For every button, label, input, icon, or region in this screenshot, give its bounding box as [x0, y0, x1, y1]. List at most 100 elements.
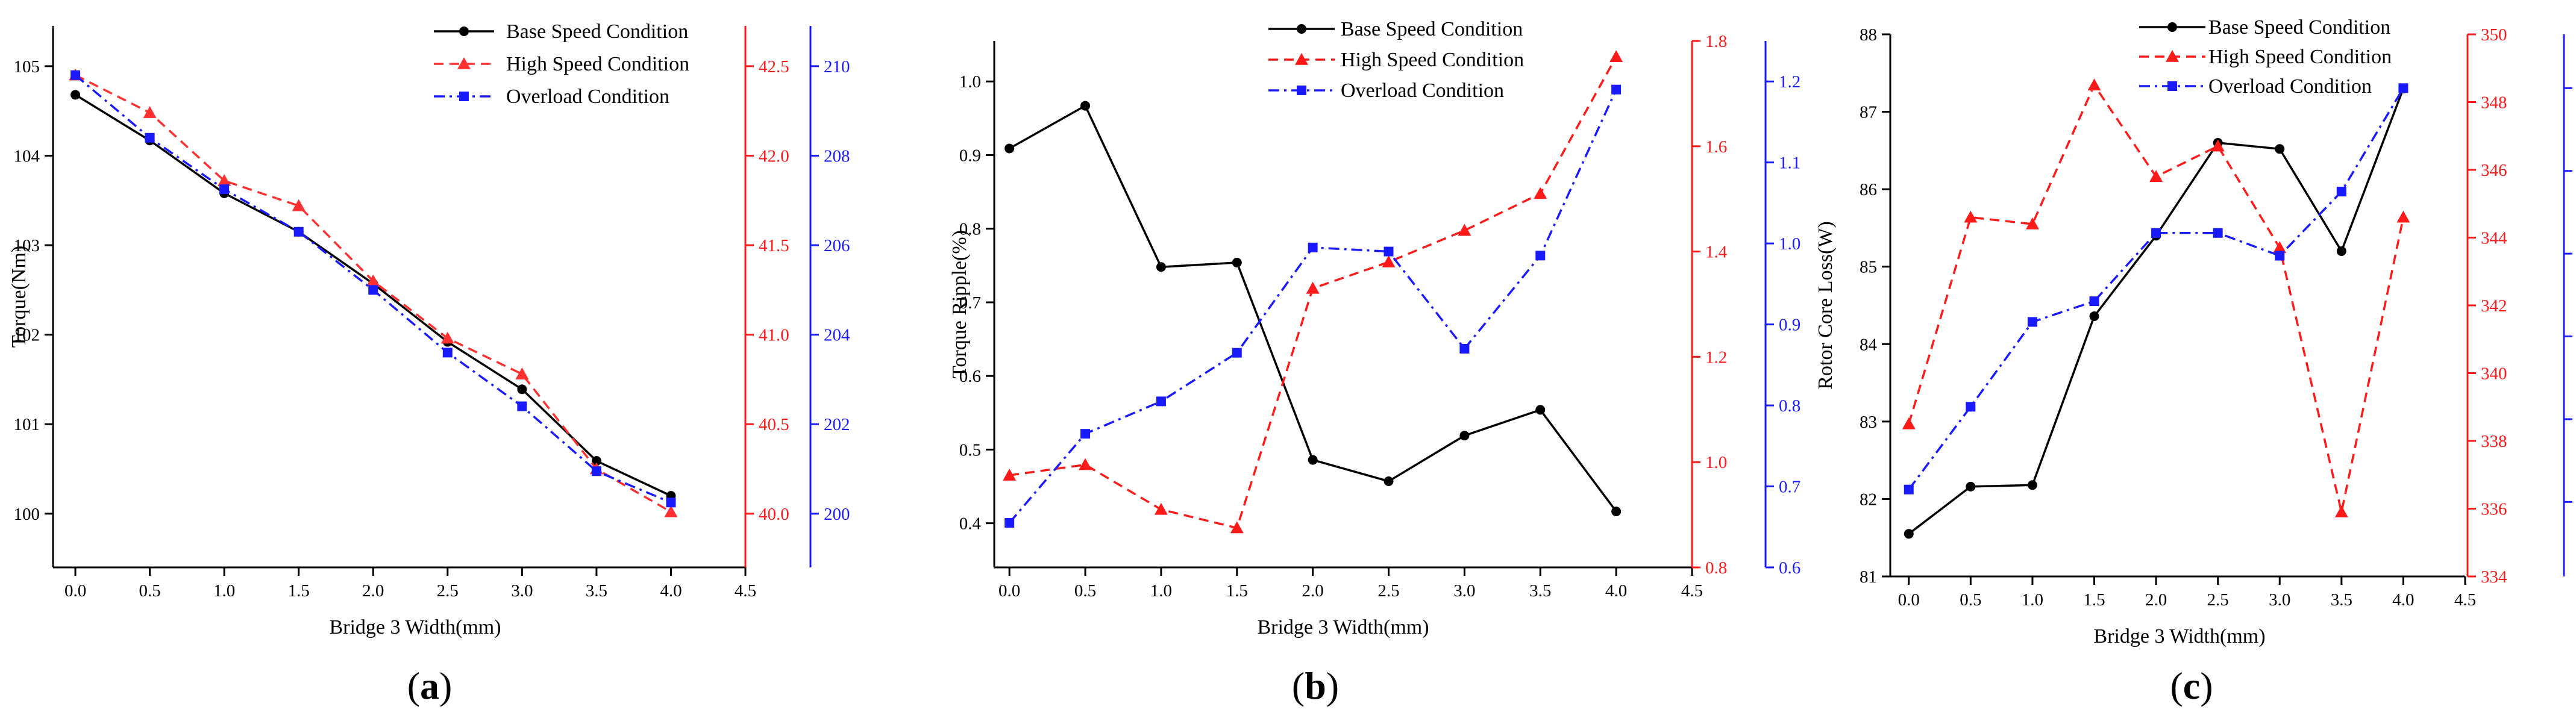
data-point-c-high-speed-condition — [1902, 417, 1916, 429]
y-tick-label-b-right: 1.8 — [1705, 32, 1727, 51]
data-point-a-high-speed-condition — [292, 199, 306, 211]
x-tick-label-c: 0.0 — [1898, 590, 1920, 610]
data-point-c-overload-condition — [1904, 484, 1914, 495]
data-point-b-high-speed-condition — [1079, 458, 1092, 470]
y-tick-label-a-right2: 208 — [824, 146, 850, 166]
y-tick-label-a-right: 41.5 — [759, 236, 789, 255]
y-tick-label-c-right: 338 — [2481, 432, 2507, 451]
x-tick-label-b: 3.5 — [1529, 581, 1551, 601]
data-point-b-high-speed-condition — [1382, 255, 1396, 267]
data-point-c-overload-condition — [2027, 317, 2037, 327]
y-tick-label-c-right: 348 — [2481, 93, 2507, 113]
y-tick-label-b-left: 0.7 — [959, 293, 981, 313]
legend-label-b-overload-condition: Overload Condition — [1341, 80, 1504, 102]
data-point-a-overload-condition — [219, 184, 230, 195]
y-tick-label-b-left: 0.4 — [959, 514, 982, 534]
data-point-c-overload-condition — [2089, 296, 2099, 307]
y-tick-label-a-left: 105 — [14, 57, 40, 76]
legend-marker-c-high-speed-condition — [2166, 50, 2179, 62]
data-point-c-base-speed-condition — [2275, 144, 2285, 154]
data-point-c-overload-condition — [1966, 402, 1976, 412]
panel-label-c-letter: c — [2183, 664, 2200, 707]
data-point-a-overload-condition — [666, 498, 676, 508]
data-point-c-high-speed-condition — [1964, 210, 1978, 223]
legend-label-c-overload-condition: Overload Condition — [2208, 75, 2372, 98]
data-point-a-overload-condition — [368, 285, 378, 295]
x-tick-label-a: 2.0 — [362, 581, 384, 601]
data-point-c-high-speed-condition — [2273, 241, 2287, 254]
y-tick-label-a-right: 41.0 — [759, 326, 789, 345]
legend-marker-a-base-speed-condition — [459, 27, 469, 36]
panel-label-b-open: ( — [1292, 664, 1305, 707]
legend-marker-a-high-speed-condition — [457, 57, 471, 69]
y-tick-label-b-left: 0.8 — [959, 220, 981, 239]
x-tick-label-b: 4.0 — [1605, 581, 1627, 601]
data-point-b-base-speed-condition — [1308, 455, 1318, 465]
y-tick-label-b-right: 0.8 — [1705, 558, 1727, 578]
data-point-c-overload-condition — [2398, 83, 2408, 93]
data-point-b-base-speed-condition — [1156, 262, 1166, 272]
x-tick-label-c: 3.5 — [2331, 590, 2352, 610]
y-tick-label-a-left: 102 — [14, 326, 40, 345]
data-point-a-base-speed-condition — [591, 456, 601, 466]
data-point-a-overload-condition — [293, 226, 304, 237]
data-point-a-high-speed-condition — [515, 367, 529, 379]
data-point-c-overload-condition — [2275, 251, 2285, 261]
data-point-c-overload-condition — [2213, 228, 2223, 238]
chart-panel-a: (a) 0.0 0.5 1.0 1.5 2.0 2.5 3.0 3.5 4.0 4.5 Bridge… — [8, 20, 850, 707]
y-tick-label-c-left: 85 — [1860, 258, 1877, 277]
data-point-a-base-speed-condition — [71, 90, 81, 100]
y-tick-label-a-left: 104 — [14, 146, 40, 166]
x-tick-label-a: 0.0 — [64, 581, 86, 601]
data-point-b-high-speed-condition — [1534, 187, 1547, 199]
x-tick-label-b: 2.0 — [1302, 581, 1324, 601]
data-point-a-overload-condition — [71, 70, 81, 80]
x-axis-title-c: Bridge 3 Width(mm) — [2093, 625, 2265, 648]
y-tick-label-b-left: 0.9 — [959, 146, 981, 165]
data-point-b-overload-condition — [1384, 246, 1394, 257]
legend-label-c-base-speed-condition: Base Speed Condition — [2208, 16, 2390, 39]
data-point-c-base-speed-condition — [1966, 481, 1976, 492]
data-point-c-overload-condition — [2151, 228, 2161, 238]
data-point-c-high-speed-condition — [2334, 505, 2348, 517]
y-tick-label-c-right: 344 — [2481, 229, 2507, 248]
data-point-b-overload-condition — [1156, 396, 1166, 407]
x-tick-label-a: 3.0 — [511, 581, 533, 601]
y-tick-label-b-right: 1.2 — [1705, 348, 1727, 367]
data-point-b-high-speed-condition — [1230, 521, 1244, 534]
y-tick-label-a-left: 103 — [14, 236, 40, 255]
y-tick-label-b-right2: 0.7 — [1779, 478, 1800, 497]
x-tick-label-a: 1.5 — [288, 581, 310, 601]
data-point-c-base-speed-condition — [2089, 311, 2099, 321]
data-point-b-high-speed-condition — [1306, 281, 1320, 294]
data-point-c-base-speed-condition — [2336, 246, 2346, 256]
data-point-b-high-speed-condition — [1003, 469, 1017, 481]
y-tick-label-c-right: 342 — [2481, 296, 2507, 316]
y-tick-label-b-right2: 0.6 — [1779, 558, 1800, 578]
y-tick-label-a-right2: 202 — [824, 415, 850, 434]
y-tick-label-a-right: 42.5 — [759, 57, 789, 76]
data-point-a-high-speed-condition — [440, 331, 454, 344]
x-tick-label-c: 3.0 — [2269, 590, 2290, 610]
y-tick-label-c-right: 350 — [2481, 25, 2507, 45]
y-tick-label-c-left: 84 — [1860, 335, 1878, 354]
panel-label-a-letter: a — [420, 664, 439, 707]
data-point-b-base-speed-condition — [1384, 476, 1394, 486]
y-tick-label-a-left: 101 — [14, 415, 40, 434]
y-axis-title-b: Torque Ripple(%) — [948, 230, 971, 378]
legend-label-a-overload-condition: Overload Condition — [506, 86, 669, 108]
data-point-a-high-speed-condition — [143, 106, 157, 118]
y-tick-label-b-left: 0.6 — [959, 367, 981, 386]
panel-label-a-open: ( — [407, 664, 420, 707]
legend-marker-b-overload-condition — [1297, 86, 1306, 95]
y-tick-label-a-right2: 204 — [824, 326, 850, 345]
x-tick-label-b: 0.0 — [998, 581, 1020, 601]
y-tick-label-c-left: 88 — [1860, 25, 1877, 45]
data-point-a-overload-condition — [591, 466, 601, 476]
y-tick-label-b-right2: 1.2 — [1779, 72, 1800, 92]
legend-label-a-high-speed-condition: High Speed Condition — [506, 53, 689, 75]
x-tick-label-a: 0.5 — [139, 581, 160, 601]
y-tick-label-b-right2: 1.1 — [1779, 154, 1800, 173]
data-point-a-base-speed-condition — [517, 384, 527, 395]
